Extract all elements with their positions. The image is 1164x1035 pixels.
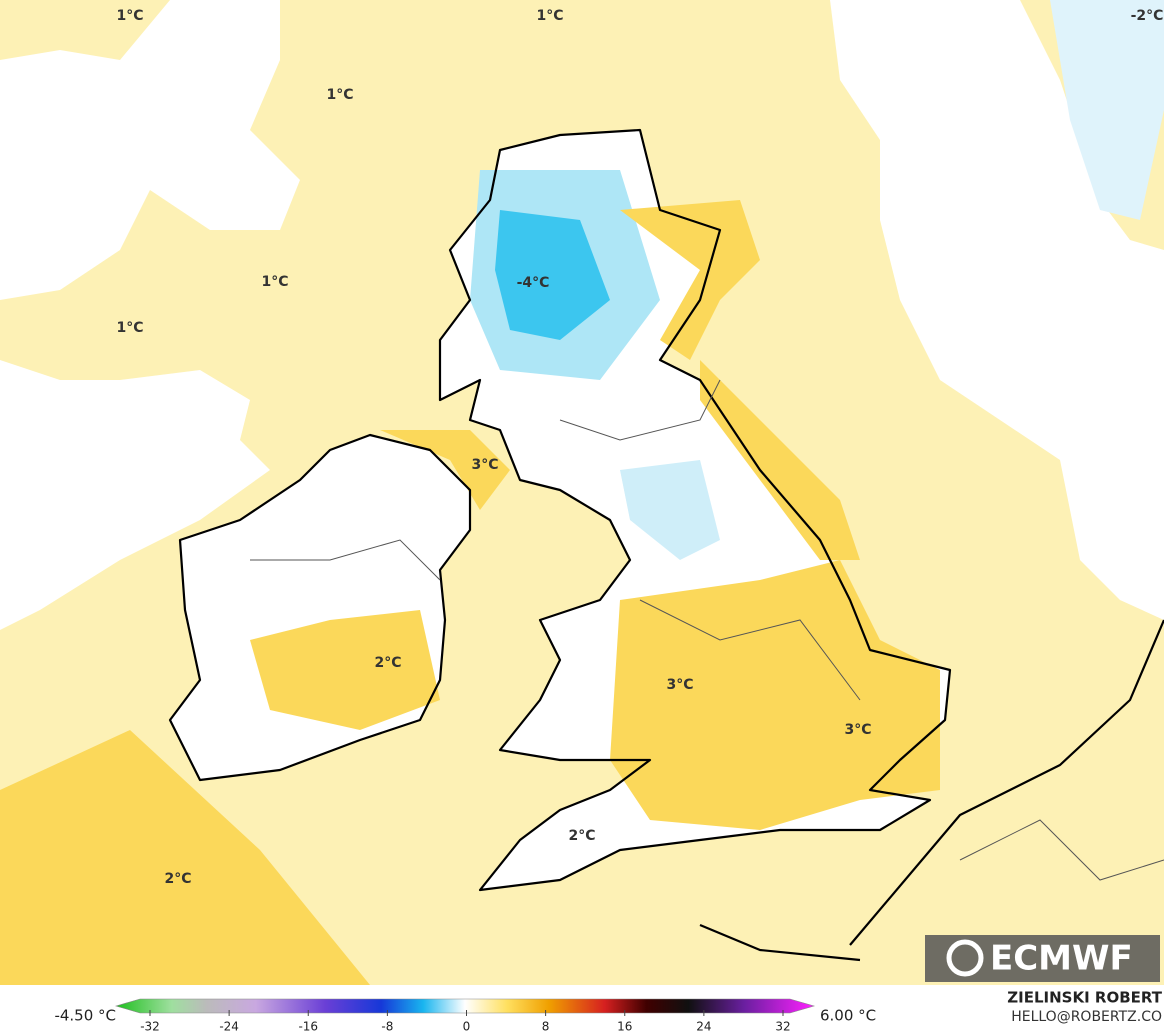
map-label: 3°C	[844, 722, 871, 738]
coastline	[849, 619, 1164, 946]
colorbar-tick-label: 32	[775, 1020, 790, 1034]
coastline	[168, 433, 472, 782]
warm-area	[0, 730, 370, 985]
region-border	[639, 599, 861, 701]
map-label: 2°C	[568, 828, 595, 844]
cold-area	[495, 210, 610, 340]
logo-text: ECMWF	[990, 939, 1133, 979]
colorbar-min: -4.50 °C	[54, 1007, 116, 1025]
coastline	[699, 923, 861, 962]
colorbar-ticks: -32 -24 -16 -8 0 8 16 24 32	[140, 1010, 791, 1034]
colorbar-tick-label: -32	[140, 1020, 160, 1034]
warm-area	[380, 430, 510, 510]
credit-name: ZIELINSKI ROBERT	[1007, 989, 1162, 1007]
region-border	[559, 379, 721, 441]
cold-area	[1050, 0, 1164, 220]
logo-icon	[946, 939, 984, 977]
colorbar-tick-label: -24	[219, 1020, 239, 1034]
colorbar-tick-label: 16	[617, 1020, 632, 1034]
map-label: 3°C	[666, 677, 693, 693]
warm-area	[250, 610, 440, 730]
region-border	[959, 819, 1164, 881]
map-label: -4°C	[517, 275, 550, 291]
warm-area	[700, 360, 860, 560]
logo: ECMWF	[925, 935, 1160, 982]
coastline	[438, 128, 952, 892]
white-area	[0, 360, 270, 630]
map-label: 2°C	[374, 655, 401, 671]
region-border	[250, 539, 441, 581]
map-label: 1°C	[116, 320, 143, 336]
colorbar	[114, 998, 816, 1014]
credit-email: HELLO@ROBERTZ.CO	[1011, 1009, 1162, 1025]
white-area	[0, 0, 300, 300]
map-label: 1°C	[116, 8, 143, 24]
map-label: 1°C	[326, 87, 353, 103]
white-area	[830, 0, 1164, 620]
warm-area	[610, 560, 940, 830]
map-label: 2°C	[164, 871, 191, 887]
colorbar-tick-label: 24	[696, 1020, 711, 1034]
map-labels: 1°C 1°C -2°C 1°C 1°C 1°C -4°C 3°C 2°C 3°…	[116, 8, 1163, 887]
colorbar-tick-label: 0	[463, 1020, 471, 1034]
cold-area	[620, 460, 720, 560]
colorbar-tick-label: -16	[298, 1020, 318, 1034]
map	[0, 0, 1164, 985]
map-label: 1°C	[536, 8, 563, 24]
map-label: 3°C	[471, 457, 498, 473]
colorbar-max: 6.00 °C	[820, 1007, 876, 1025]
warm-area	[620, 200, 760, 360]
map-label: -2°C	[1131, 8, 1164, 24]
colorbar-tick-label: -8	[381, 1020, 393, 1034]
map-label: 1°C	[261, 274, 288, 290]
colorbar-tick-label: 8	[542, 1020, 550, 1034]
